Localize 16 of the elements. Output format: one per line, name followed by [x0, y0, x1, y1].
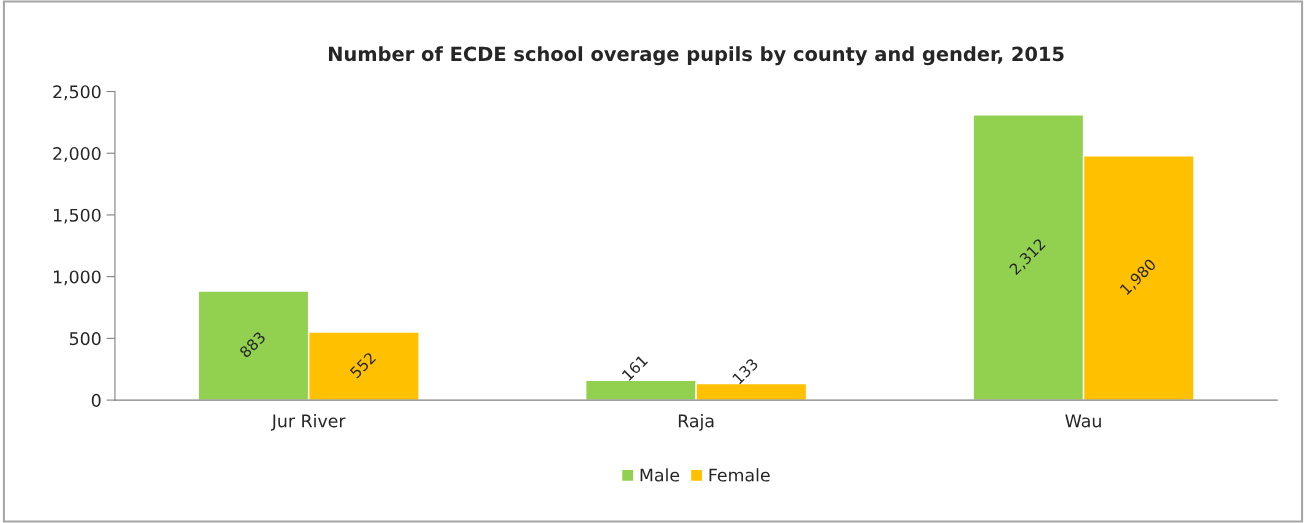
data-label: 883: [238, 331, 267, 359]
y-tick-label: 1,500: [53, 208, 101, 224]
y-tick-label: 2,000: [53, 146, 101, 162]
legend-label: Female: [709, 468, 770, 482]
y-tick-label: 1,000: [53, 270, 101, 286]
chart-title: Number of ECDE school overage pupils by county and gender, 2015: [328, 46, 1064, 66]
data-label: 552: [349, 351, 377, 379]
data-label: 133: [731, 357, 759, 385]
y-tick-label: 0: [91, 393, 101, 407]
x-tick-label: Wau: [1065, 414, 1101, 428]
data-label: 161: [621, 354, 649, 382]
y-tick-label: 500: [69, 332, 101, 346]
y-tick-label: 2,500: [53, 85, 101, 101]
x-tick-label: Jur River: [270, 413, 346, 431]
x-tick-label: Raja: [678, 413, 714, 431]
legend-label: Male: [640, 468, 680, 482]
